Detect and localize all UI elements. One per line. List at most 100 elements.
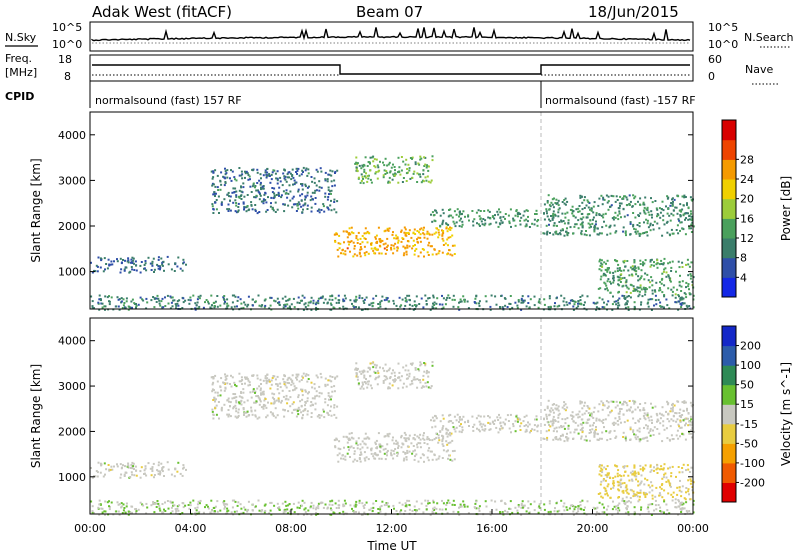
data-cell	[286, 196, 289, 199]
data-cell	[556, 224, 558, 227]
data-cell	[639, 259, 642, 262]
data-cell	[298, 174, 301, 177]
data-cell	[646, 412, 649, 415]
data-cell	[173, 299, 176, 302]
data-cell	[379, 303, 382, 306]
data-cell	[462, 415, 465, 418]
data-cell	[280, 399, 283, 402]
data-cell	[418, 163, 421, 166]
data-cell	[634, 436, 637, 439]
data-cell	[262, 379, 265, 382]
data-cell	[585, 234, 588, 237]
data-cell	[207, 507, 210, 510]
data-cell	[471, 210, 474, 212]
data-cell	[682, 507, 685, 510]
data-cell	[690, 429, 693, 432]
data-cell	[441, 233, 444, 236]
data-cell	[427, 449, 430, 452]
data-cell	[614, 417, 617, 420]
data-cell	[91, 510, 94, 513]
data-cell	[238, 167, 241, 169]
data-cell	[609, 411, 612, 414]
data-cell	[611, 303, 614, 306]
data-cell	[607, 268, 610, 271]
data-cell	[599, 287, 602, 290]
data-cell	[348, 448, 350, 451]
data-cell	[638, 222, 641, 224]
data-cell	[250, 201, 253, 204]
data-cell	[624, 400, 627, 403]
data-cell	[514, 214, 517, 217]
data-cell	[672, 419, 675, 422]
data-cell	[343, 499, 346, 502]
data-cell	[671, 496, 674, 498]
data-cell	[185, 263, 187, 266]
data-cell	[437, 231, 440, 234]
data-cell	[359, 443, 362, 446]
data-cell	[237, 416, 239, 419]
data-cell	[197, 500, 200, 503]
data-cell	[424, 163, 427, 166]
data-cell	[458, 513, 461, 516]
data-cell	[338, 452, 341, 455]
data-cell	[304, 375, 307, 377]
data-cell	[581, 407, 584, 410]
data-cell	[439, 430, 442, 433]
data-cell	[476, 427, 478, 430]
data-cell	[331, 376, 334, 378]
data-cell	[241, 383, 244, 385]
data-cell	[182, 466, 185, 469]
data-cell	[166, 461, 169, 464]
data-cell	[598, 437, 601, 440]
data-cell	[622, 402, 624, 405]
data-cell	[545, 413, 548, 416]
data-cell	[303, 501, 306, 504]
data-cell	[546, 215, 549, 218]
data-cell	[104, 295, 107, 298]
data-cell	[607, 195, 610, 198]
data-cell	[650, 419, 653, 422]
data-cell	[620, 273, 623, 276]
data-cell	[583, 301, 586, 304]
data-cell	[627, 514, 630, 516]
data-cell	[369, 156, 372, 159]
data-cell	[522, 299, 525, 302]
data-cell	[348, 243, 350, 246]
data-cell	[349, 438, 352, 441]
data-cell	[318, 414, 321, 417]
data-cell	[522, 214, 525, 217]
data-cell	[223, 295, 226, 297]
data-cell	[268, 380, 271, 383]
data-cell	[349, 241, 352, 244]
data-cell	[338, 512, 341, 515]
data-cell	[330, 513, 333, 516]
data-cell	[402, 160, 405, 163]
data-cell	[596, 506, 599, 509]
data-cell	[653, 220, 656, 223]
data-cell	[403, 226, 406, 229]
data-cell	[388, 432, 391, 435]
data-cell	[650, 309, 653, 311]
time-xlabel: Time UT	[366, 539, 417, 553]
data-cell	[595, 417, 598, 420]
data-cell	[624, 470, 627, 473]
data-cell	[588, 226, 591, 229]
data-cell	[680, 501, 683, 504]
data-cell	[665, 503, 668, 506]
data-cell	[684, 218, 686, 221]
data-cell	[655, 207, 658, 210]
data-cell	[586, 405, 589, 407]
data-cell	[307, 374, 310, 377]
data-cell	[260, 186, 262, 189]
data-cell	[127, 259, 130, 262]
data-cell	[422, 248, 425, 251]
data-cell	[412, 172, 415, 175]
data-cell	[458, 215, 460, 218]
data-cell	[303, 303, 306, 306]
data-cell	[670, 493, 673, 496]
data-cell	[627, 500, 630, 503]
data-cell	[595, 220, 597, 223]
data-cell	[360, 308, 363, 311]
data-cell	[639, 489, 642, 492]
data-cell	[268, 512, 271, 515]
